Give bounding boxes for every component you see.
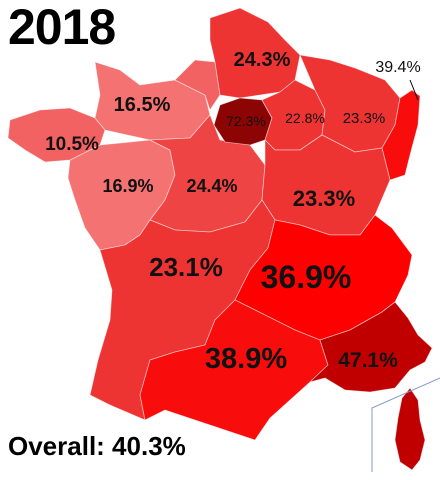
alsace-leader-line (409, 79, 419, 101)
label-bretagne: 10.5% (45, 134, 99, 155)
overall-summary: Overall: 40.3% (8, 431, 186, 461)
corsica-inset-frame (371, 377, 440, 472)
label-picardie: 24.3% (234, 49, 291, 71)
label-pays-de-la-loire: 16.9% (102, 176, 153, 196)
label-occitanie: 38.9% (205, 343, 287, 375)
region-alsace (381, 89, 421, 181)
region-paca (309, 301, 433, 393)
label-sud-ouest: 23.1% (149, 252, 223, 282)
label-basse-normandie: 16.5% (114, 94, 171, 116)
label-lorraine: 23.3% (343, 110, 386, 127)
label-auvergne-rhone-alpes: 36.9% (261, 259, 352, 295)
label-paca: 47.1% (338, 349, 398, 372)
label-centre: 24.4% (186, 176, 237, 196)
label-alsace: 39.4% (375, 59, 420, 76)
region-corse (394, 387, 426, 471)
label-ile-de-france: 72.3% (226, 113, 266, 129)
label-bourgogne-franche-comte: 23.3% (293, 186, 355, 211)
region-bretagne (7, 107, 106, 163)
page-title: 2018 (8, 0, 116, 55)
label-champagne: 22.8% (285, 110, 325, 126)
